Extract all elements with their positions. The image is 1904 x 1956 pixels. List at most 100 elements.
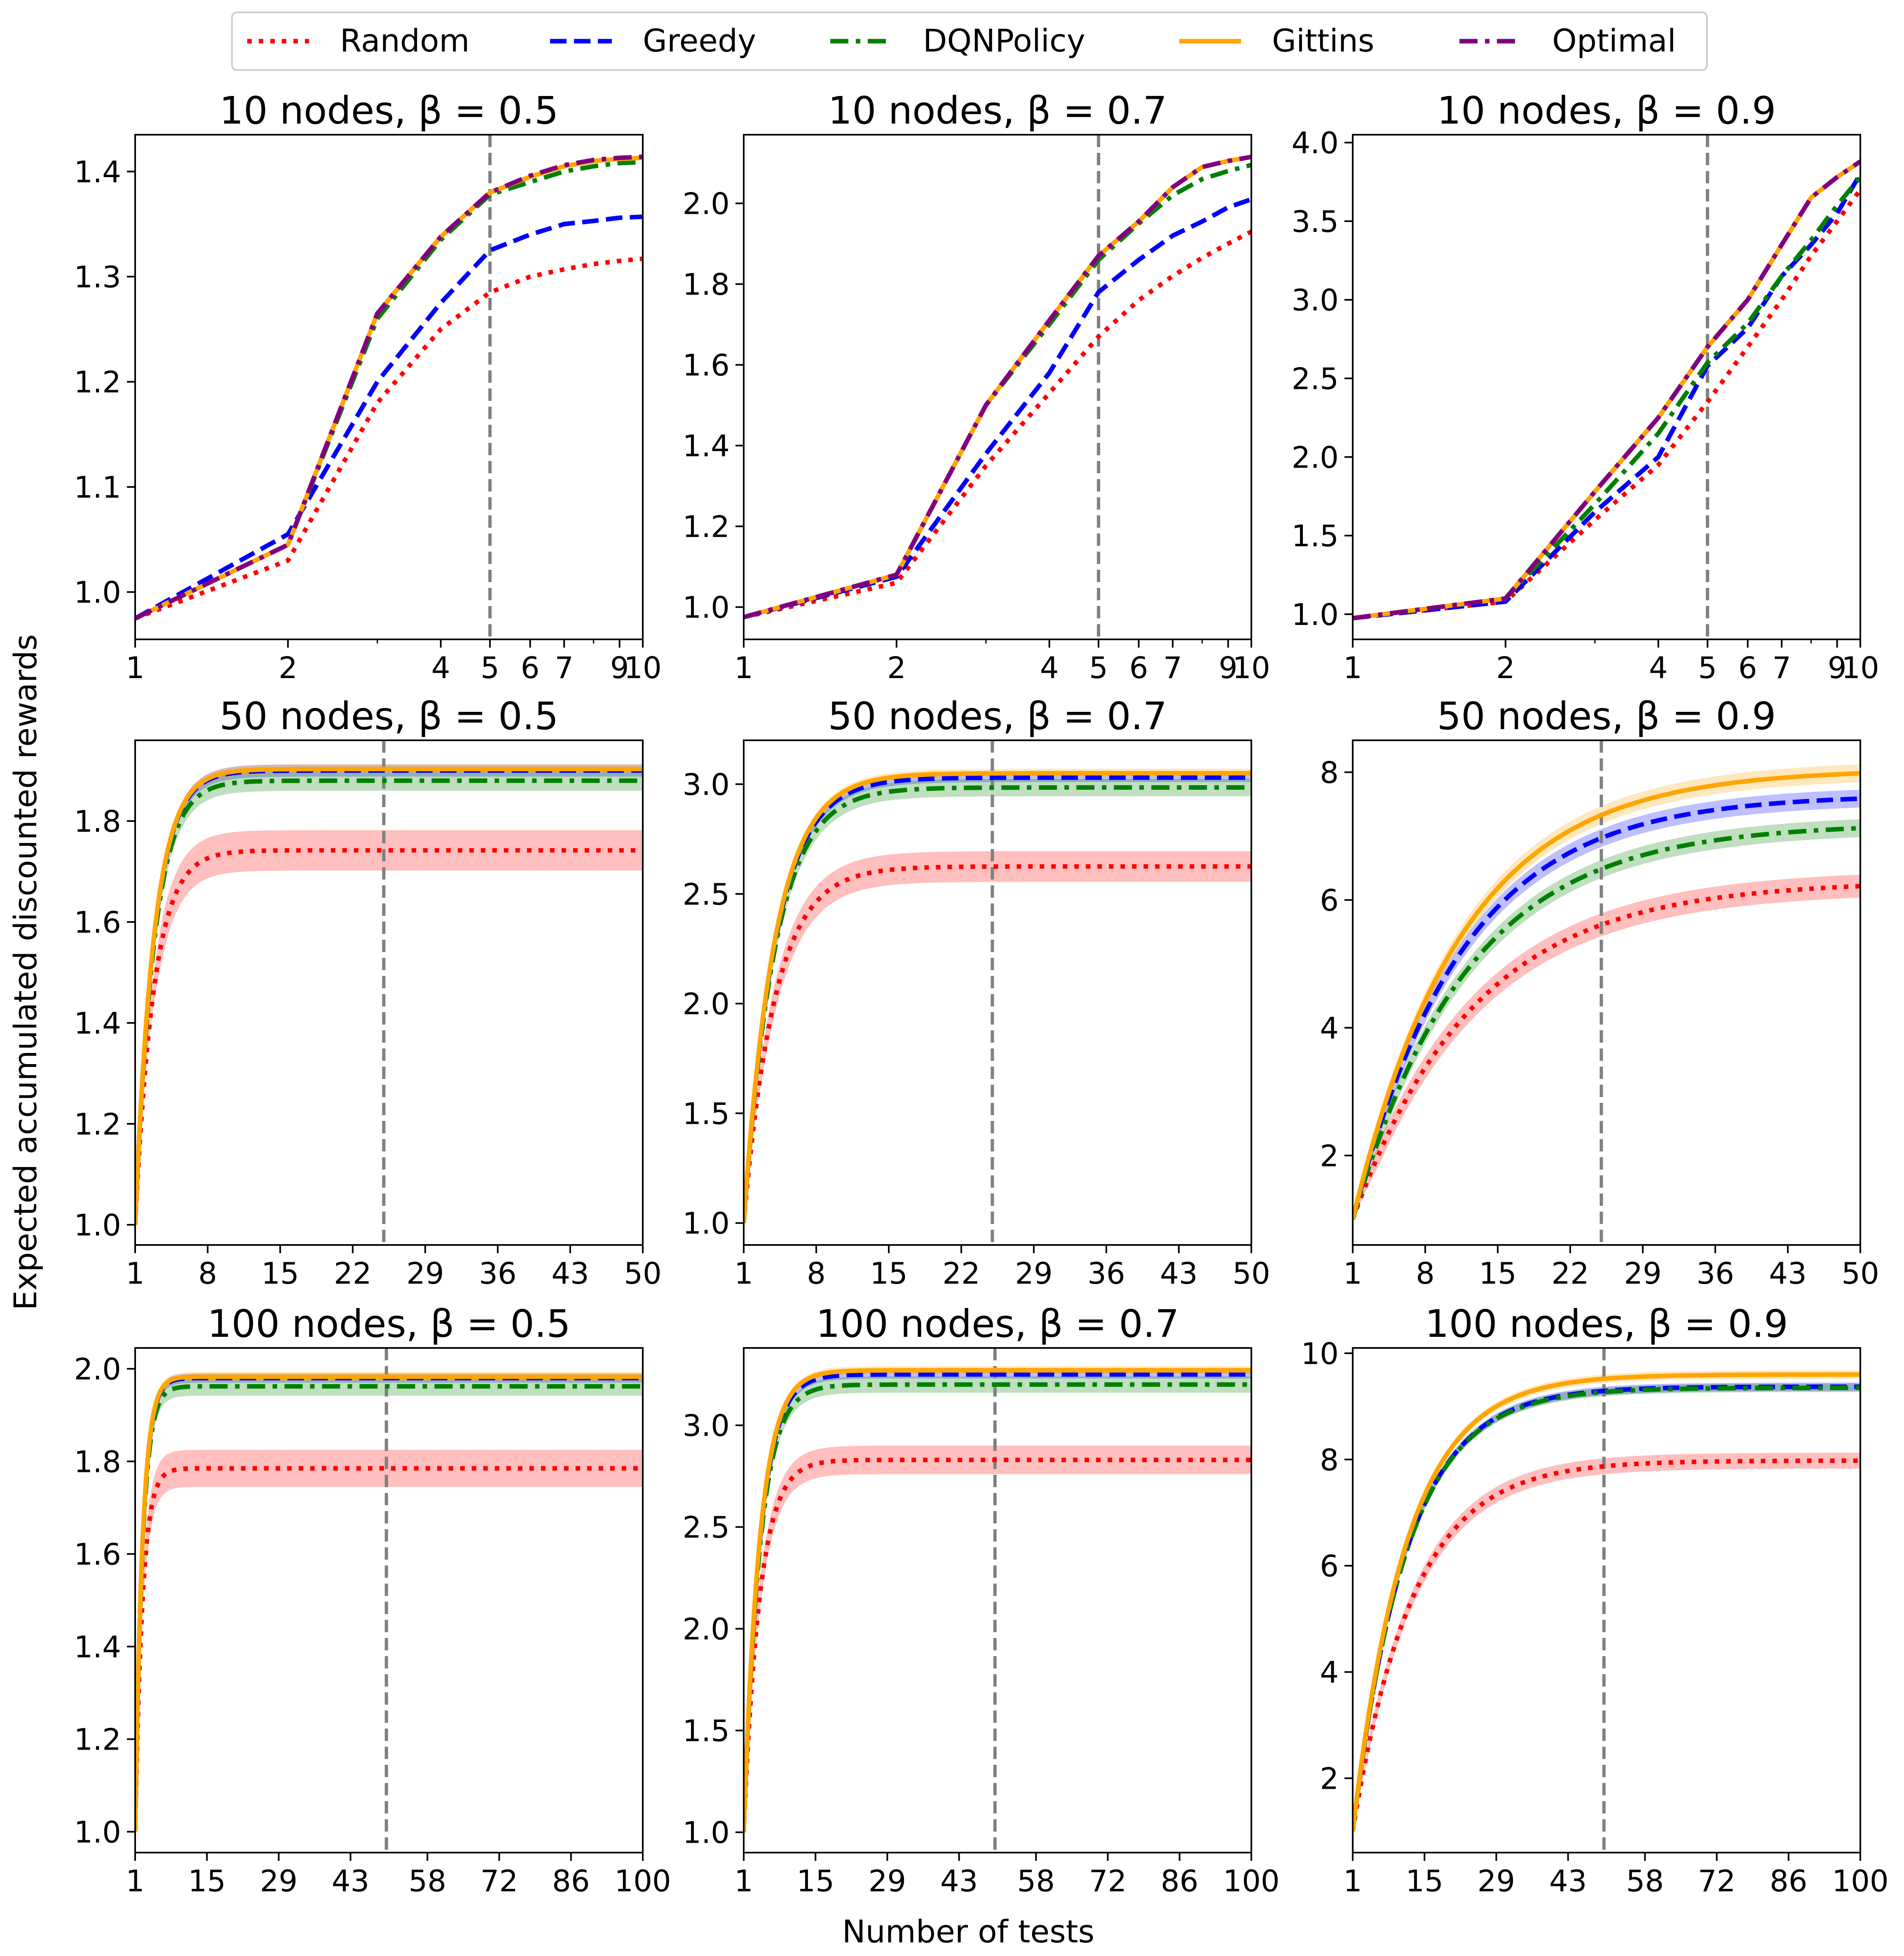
x-tick-label: 6	[521, 650, 540, 685]
subplot-7: 1 15 29 43 58 72 86 100 1.0 1.2 1.4 1.6 1.8 2.0 100 no…	[74, 1302, 671, 1898]
y-tick-label: 1.2	[74, 1722, 121, 1757]
y-tick-label: 1.5	[1291, 519, 1339, 553]
series-line-random	[744, 229, 1251, 620]
axes-frame	[134, 739, 644, 1246]
x-tick-label: 50	[1232, 1256, 1270, 1291]
x-tick-label: 50	[624, 1256, 662, 1291]
x-tick-label: 5	[1089, 650, 1108, 685]
y-tick-label: 8	[1320, 1443, 1339, 1477]
legend-label-greedy: Greedy	[643, 22, 756, 59]
x-tick-label: 22	[334, 1256, 372, 1291]
band-dqnpolicy	[744, 1376, 1251, 1834]
x-tick-label: 9	[610, 650, 629, 685]
legend: Random Greedy DQNPolicy Gittins Optimal	[231, 12, 1708, 71]
x-tick-label: 58	[1017, 1864, 1055, 1898]
y-tick-label: 1.8	[74, 1444, 121, 1479]
band-random	[135, 830, 643, 1228]
legend-frame	[231, 12, 1708, 71]
legend-label-dqnpolicy: DQNPolicy	[923, 22, 1085, 59]
band-random	[744, 851, 1251, 1226]
x-tick-label: 1	[1343, 1864, 1362, 1898]
y-tick-label: 1.4	[74, 154, 121, 189]
x-tick-label: 100	[1832, 1864, 1888, 1898]
plot-area	[1353, 135, 1860, 639]
series-line-greedy	[744, 775, 1251, 1224]
x-tick-label: 43	[551, 1256, 589, 1291]
series-line-dqnpolicy	[1353, 1385, 1860, 1832]
x-tick-label: 7	[1772, 650, 1791, 685]
y-tick-label: 1.4	[74, 1630, 121, 1664]
x-tick-label: 1	[126, 650, 145, 685]
x-axis-label: Number of tests	[842, 1913, 1094, 1950]
y-tick-label: 1.3	[74, 260, 121, 295]
x-tick-label: 43	[1160, 1256, 1198, 1291]
x-tick-label: 4	[1649, 650, 1668, 685]
legend-entry-dqnpolicy: DQNPolicy	[830, 22, 1085, 59]
series-line-optimal	[1353, 159, 1860, 620]
plot-area	[744, 1348, 1251, 1853]
axes-frame	[743, 134, 1252, 640]
axes-frame	[134, 134, 644, 640]
series-line-gittins	[744, 1368, 1251, 1832]
band-dqnpolicy	[135, 770, 643, 1226]
x-tick-label: 1	[1343, 650, 1362, 685]
y-tick-label: 2.0	[74, 1352, 121, 1387]
series-line-random	[1353, 884, 1860, 1220]
subplot-title: 10 nodes, β = 0.7	[828, 89, 1167, 133]
x-tick-label: 72	[1698, 1864, 1736, 1898]
y-tick-label: 2.5	[682, 1510, 730, 1545]
y-tick-label: 3.5	[1291, 204, 1339, 239]
y-tick-label: 4	[1320, 1011, 1339, 1046]
band-random	[135, 1450, 643, 1835]
x-tick-label: 2	[887, 650, 906, 685]
x-tick-label: 15	[1405, 1864, 1443, 1898]
x-tick-label: 8	[807, 1256, 826, 1291]
series-line-gittins	[744, 771, 1251, 1224]
subplot-1: 1 2 4 5 6 7 910 1.0 1.1 1.2 1.3 1.4 10 nodes, β = 0.…	[74, 89, 661, 685]
subplot-title: 100 nodes, β = 0.7	[816, 1302, 1179, 1346]
y-tick-label: 3.0	[682, 1409, 730, 1443]
band-gittins	[135, 1372, 643, 1833]
axes-frame	[743, 739, 1252, 1246]
x-tick-label: 50	[1841, 1256, 1879, 1291]
y-tick-label: 1.0	[682, 1206, 730, 1241]
x-tick-label: 6	[1129, 650, 1148, 685]
x-tick-label: 15	[796, 1864, 834, 1898]
x-tick-label: 1	[734, 1864, 753, 1898]
x-tick-label: 2	[279, 650, 297, 685]
x-tick-label: 100	[614, 1864, 671, 1898]
series-line-greedy	[744, 1372, 1251, 1832]
x-tick-label: 29	[1624, 1256, 1662, 1291]
y-tick-label: 1.0	[682, 590, 730, 625]
x-tick-label: 86	[552, 1864, 590, 1898]
series-line-dqnpolicy	[135, 1384, 643, 1832]
series-line-gittins	[744, 154, 1251, 620]
series-line-gittins	[135, 767, 643, 1225]
series-line-dqnpolicy	[1353, 175, 1860, 620]
series-line-greedy	[1353, 796, 1860, 1220]
y-tick-label: 3.0	[1291, 283, 1339, 318]
x-tick-label: 5	[1698, 650, 1717, 685]
x-tick-label: 29	[869, 1864, 906, 1898]
band-greedy	[1353, 1382, 1860, 1832]
y-tick-label: 1.0	[1291, 597, 1339, 632]
x-tick-label: 43	[1549, 1864, 1587, 1898]
y-tick-label: 2	[1320, 1139, 1339, 1173]
x-tick-label: 22	[942, 1256, 980, 1291]
x-tick-label: 15	[188, 1864, 226, 1898]
legend-label-optimal: Optimal	[1552, 22, 1676, 59]
y-tick-label: 1.8	[682, 267, 730, 302]
y-tick-label: 1.8	[74, 804, 121, 839]
band-random	[1353, 875, 1860, 1221]
axes-frame	[1352, 1347, 1861, 1853]
x-tick-label: 43	[1769, 1256, 1807, 1291]
band-random	[744, 1446, 1251, 1834]
x-tick-label: 10	[1841, 650, 1879, 685]
series-line-gittins	[1353, 1372, 1860, 1832]
series-line-random	[744, 1458, 1251, 1832]
y-tick-label: 1.0	[74, 1815, 121, 1849]
y-tick-label: 6	[1320, 1549, 1339, 1584]
series-line-greedy	[135, 1376, 643, 1832]
